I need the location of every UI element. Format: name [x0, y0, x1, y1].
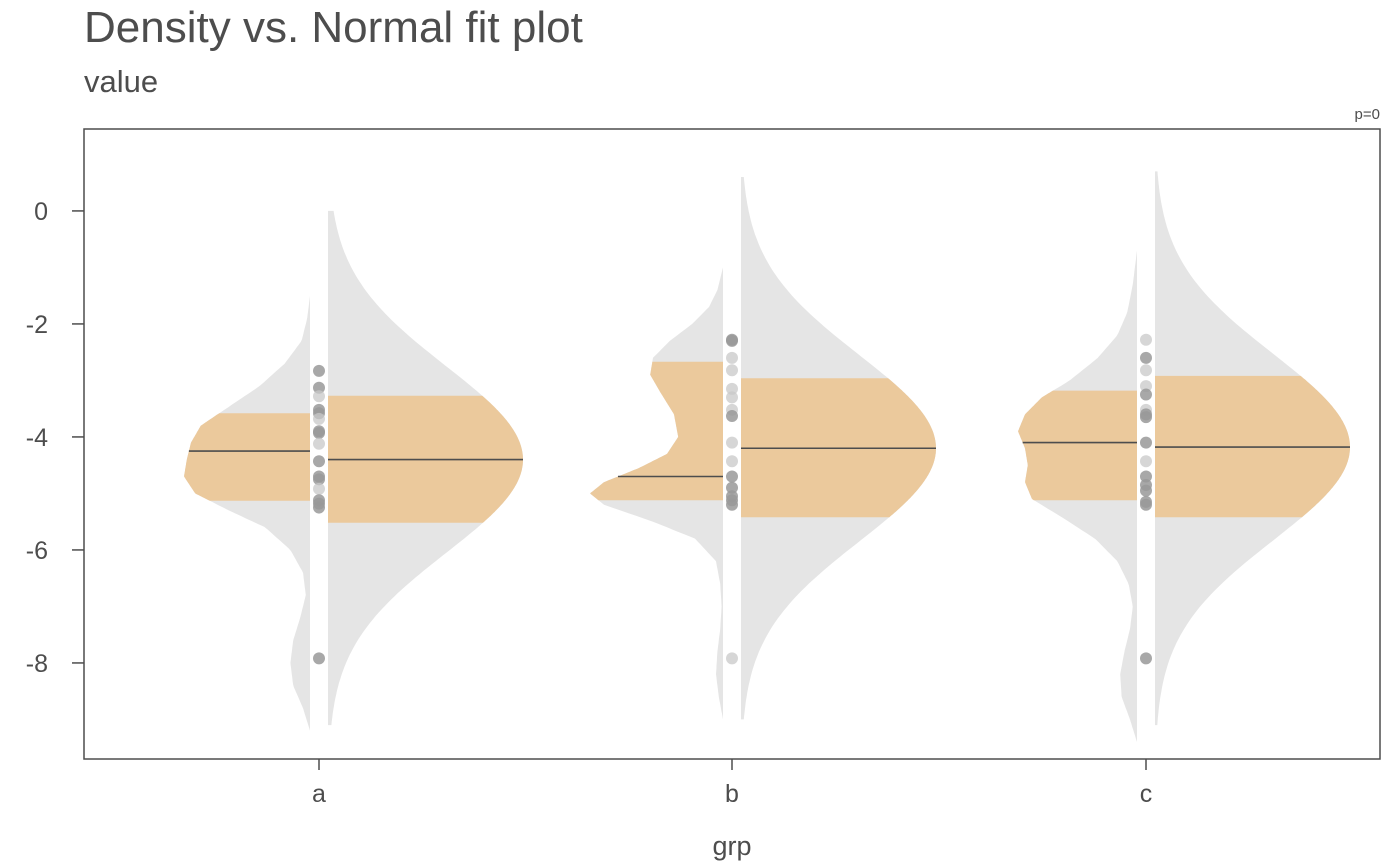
y-tick-label--8: -8: [26, 650, 48, 678]
data-point-b-2: [726, 351, 738, 364]
data-point-c-3: [1140, 380, 1152, 393]
data-point-c-9: [1140, 455, 1152, 468]
x-axis-title: grp: [712, 831, 751, 861]
x-tick-label-a: a: [312, 780, 326, 808]
data-point-b-11: [726, 481, 738, 494]
data-point-a-0: [313, 364, 325, 377]
data-point-a-2: [313, 390, 325, 403]
density-left-a: [184, 295, 310, 731]
data-point-c-7: [1140, 411, 1152, 424]
data-point-c-1: [1140, 351, 1152, 364]
data-point-b-8: [726, 436, 738, 449]
data-point-c-12: [1140, 484, 1152, 497]
axes: a b c 0 -2 -4 -6 -8: [26, 198, 1152, 808]
data-point-b-3: [726, 364, 738, 377]
plot-area: [184, 171, 1350, 742]
iqr-left-c: [1018, 390, 1137, 501]
data-point-a-7: [313, 426, 325, 439]
data-point-b-9: [726, 455, 738, 468]
data-point-b-10: [726, 470, 738, 483]
data-point-b-7: [726, 410, 738, 423]
data-point-c-4: [1140, 388, 1152, 401]
data-point-a-15: [313, 501, 325, 514]
data-point-c-2: [1140, 364, 1152, 377]
data-point-c-0: [1140, 333, 1152, 346]
data-point-a-5: [313, 412, 325, 425]
data-point-b-5: [726, 391, 738, 404]
data-point-b-1: [726, 334, 738, 347]
x-tick-label-c: c: [1140, 780, 1153, 808]
data-point-c-10: [1140, 470, 1152, 483]
data-point-a-8: [313, 437, 325, 450]
data-point-a-16: [313, 652, 325, 665]
y-tick-label--6: -6: [26, 537, 48, 565]
data-point-a-1: [313, 381, 325, 394]
data-point-a-11: [313, 473, 325, 486]
data-point-c-14: [1140, 498, 1152, 511]
iqr-left-b: [590, 361, 723, 501]
y-tick-label--2: -2: [26, 311, 48, 339]
data-point-c-15: [1140, 652, 1152, 665]
chart-subtitle: value: [84, 64, 158, 99]
y-tick-label--4: -4: [26, 424, 48, 452]
x-tick-label-b: b: [725, 780, 739, 808]
data-point-c-8: [1140, 436, 1152, 449]
data-point-a-12: [313, 482, 325, 495]
iqr-left-a: [184, 413, 310, 501]
data-point-b-14: [726, 498, 738, 511]
data-point-b-4: [726, 382, 738, 395]
y-tick-label-0: 0: [34, 198, 48, 226]
data-point-b-15: [726, 652, 738, 665]
data-point-a-9: [313, 455, 325, 468]
chart-title: Density vs. Normal fit plot: [84, 3, 583, 52]
p-value-annotation: p=0: [1355, 106, 1380, 123]
plot-frame: [83, 128, 1381, 760]
